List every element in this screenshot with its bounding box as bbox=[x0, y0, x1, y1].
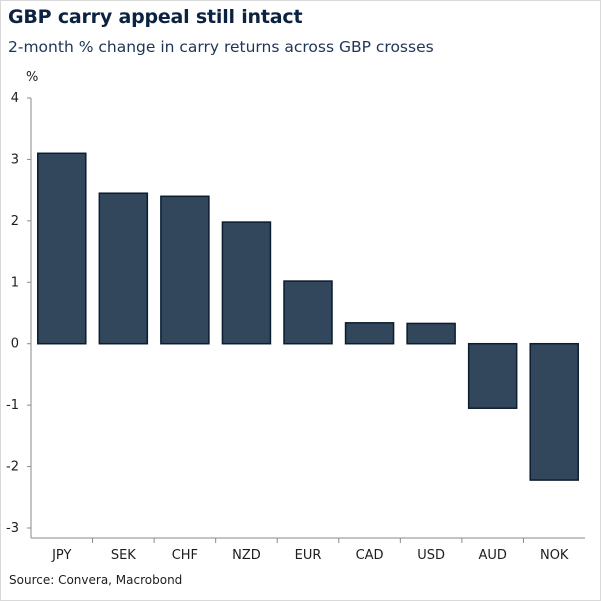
y-axis-unit-label: % bbox=[26, 70, 39, 85]
y-tick-label: 1 bbox=[11, 275, 19, 290]
x-tick-label: USD bbox=[417, 548, 445, 563]
source-note: Source: Convera, Macrobond bbox=[9, 573, 183, 587]
y-tick-label: 0 bbox=[11, 337, 19, 352]
x-tick-label: CHF bbox=[172, 548, 198, 563]
bar-nzd bbox=[221, 221, 272, 345]
bar-nok bbox=[529, 342, 579, 481]
bar-aud bbox=[467, 342, 518, 409]
bar-chf bbox=[160, 195, 210, 345]
bar-cad bbox=[344, 322, 395, 345]
axes bbox=[30, 98, 585, 539]
chart-subtitle: 2-month % change in carry returns across… bbox=[8, 38, 434, 56]
y-tick-label: -2 bbox=[6, 460, 19, 475]
x-tick-label: AUD bbox=[478, 548, 506, 563]
bar-jpy bbox=[37, 152, 87, 345]
x-tick-label: NOK bbox=[540, 548, 569, 563]
x-tick-label: EUR bbox=[295, 548, 322, 563]
x-tick-label: SEK bbox=[111, 548, 136, 563]
x-tick-label: NZD bbox=[232, 548, 261, 563]
y-tick-label: 4 bbox=[11, 91, 19, 106]
y-tick-label: -1 bbox=[6, 398, 19, 413]
chart-title: GBP carry appeal still intact bbox=[8, 6, 303, 28]
x-tick-label: JPY bbox=[51, 548, 71, 563]
bar-usd bbox=[406, 322, 456, 345]
bar-sek bbox=[98, 192, 149, 345]
bar-eur bbox=[283, 280, 333, 345]
y-tick-label: 3 bbox=[11, 152, 19, 167]
y-tick-label: 2 bbox=[11, 214, 19, 229]
bars bbox=[37, 152, 579, 481]
x-tick-label: CAD bbox=[356, 548, 384, 563]
y-tick-label: -3 bbox=[6, 521, 19, 536]
ticks: 4 3 2 1 0 -1 -2 -3 JPY SEK CHF NZD EUR CAD USD AUD NOK bbox=[6, 91, 569, 563]
